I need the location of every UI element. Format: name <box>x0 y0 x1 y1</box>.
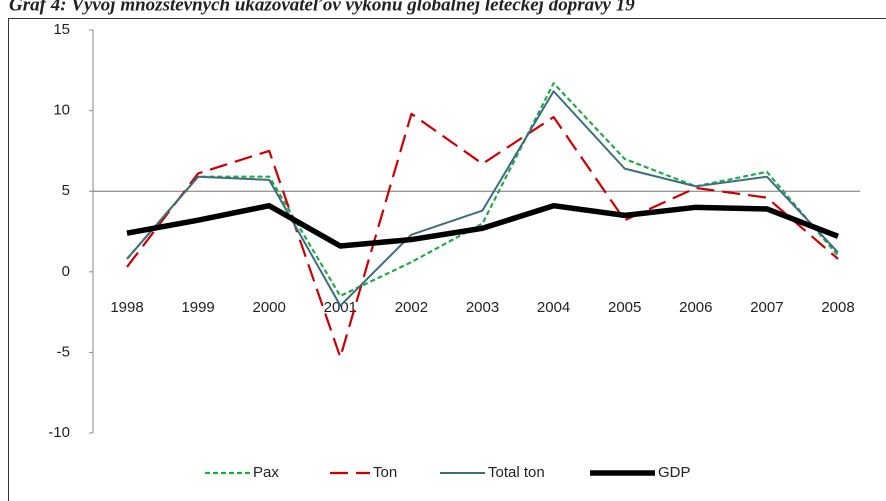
y-tick-label: 10 <box>53 102 70 119</box>
y-tick-label: 15 <box>53 21 70 38</box>
x-tick-label: 2006 <box>679 299 712 316</box>
x-tick-label: 1999 <box>181 299 214 316</box>
x-tick-label: 2000 <box>253 299 286 316</box>
chart-frame <box>8 18 886 501</box>
x-tick-label: 2003 <box>466 299 499 316</box>
x-tick-label: 2002 <box>395 299 428 316</box>
y-tick-label: -5 <box>57 343 70 360</box>
x-tick-label: 2005 <box>608 299 641 316</box>
x-tick-label: 2001 <box>324 299 357 316</box>
series-line <box>126 82 839 298</box>
y-tick-label: -10 <box>48 424 70 441</box>
legend-label: Pax <box>253 464 279 481</box>
legend-label: Ton <box>373 464 397 481</box>
series-line <box>126 90 839 307</box>
series-line <box>126 112 839 359</box>
x-tick-label: 2007 <box>750 299 783 316</box>
legend-label: GDP <box>658 464 691 481</box>
y-tick-label: 5 <box>62 182 70 199</box>
legend-label: Total ton <box>488 464 545 481</box>
x-tick-label: 1998 <box>110 299 143 316</box>
chart-title: Graf 4: Vývoj množstevných ukazovateľov … <box>9 0 635 15</box>
x-tick-label: 2008 <box>821 299 854 316</box>
y-tick-label: 0 <box>62 263 70 280</box>
series-line <box>126 202 839 249</box>
x-tick-label: 2004 <box>537 299 570 316</box>
